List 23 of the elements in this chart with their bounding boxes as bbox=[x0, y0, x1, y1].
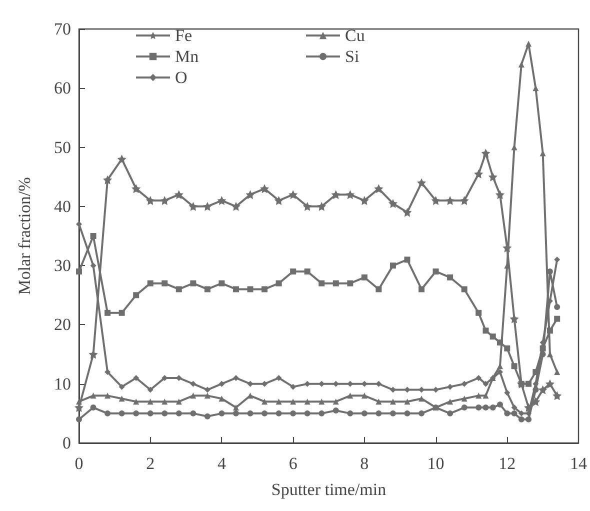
y-tick-label: 60 bbox=[54, 78, 71, 98]
x-tick-label: 14 bbox=[570, 454, 588, 473]
y-tick-label: 20 bbox=[54, 315, 71, 334]
x-axis-title: Sputter time/min bbox=[271, 480, 387, 499]
y-tick-label: 30 bbox=[54, 256, 71, 276]
x-tick-label: 0 bbox=[74, 454, 84, 473]
legend-label: O bbox=[175, 68, 188, 87]
y-axis-title: Molar fraction/% bbox=[15, 177, 34, 295]
x-tick-label: 2 bbox=[146, 454, 155, 473]
y-tick-label: 10 bbox=[54, 374, 71, 394]
legend-label: Fe bbox=[175, 26, 192, 45]
legend-label: Si bbox=[345, 47, 360, 66]
x-tick-label: 12 bbox=[498, 454, 516, 473]
y-tick-label: 50 bbox=[54, 138, 71, 157]
x-tick-label: 8 bbox=[360, 454, 369, 473]
y-tick-label: 70 bbox=[54, 20, 71, 38]
y-tick-label: 40 bbox=[54, 196, 71, 216]
x-tick-label: 4 bbox=[217, 454, 226, 473]
legend-label: Cu bbox=[345, 26, 366, 45]
y-tick-label: 0 bbox=[62, 434, 71, 452]
x-tick-label: 10 bbox=[427, 454, 444, 473]
x-tick-label: 6 bbox=[288, 454, 298, 473]
legend-label: Mn bbox=[175, 47, 200, 66]
